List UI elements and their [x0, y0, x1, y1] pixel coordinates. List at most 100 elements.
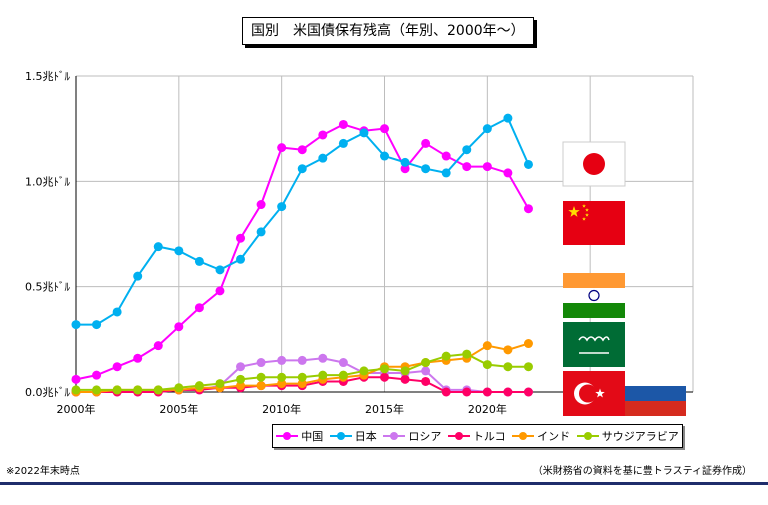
- data-point: [92, 320, 102, 330]
- flag-stripe: [625, 371, 686, 386]
- data-point: [236, 362, 246, 372]
- flag-stripe: [563, 288, 625, 303]
- flag-stripe: [563, 273, 625, 288]
- data-point: [503, 362, 513, 372]
- chart-title: 国別 米国債保有残高（年別、2000年～）: [242, 17, 534, 45]
- flag-star: [582, 204, 586, 208]
- data-point: [153, 385, 163, 395]
- legend-item: インド: [512, 428, 570, 444]
- legend-item: 中国: [276, 428, 323, 444]
- flag-emblem: [583, 153, 605, 175]
- data-point: [92, 385, 102, 395]
- legend-marker: [447, 431, 470, 441]
- legend-label: ロシア: [408, 430, 442, 443]
- flag-star: [585, 208, 589, 212]
- flag-script: [578, 336, 610, 342]
- data-point: [174, 322, 184, 332]
- data-point: [174, 383, 184, 393]
- legend: 中国 日本 ロシア トルコ インド サウジアラビア: [272, 424, 683, 448]
- data-point: [256, 372, 266, 382]
- data-point: [503, 168, 513, 178]
- data-point: [194, 256, 204, 266]
- data-point: [462, 145, 472, 155]
- flag-emblem: [588, 289, 600, 302]
- data-point: [400, 157, 410, 167]
- data-point: [297, 355, 307, 365]
- data-point: [523, 339, 533, 349]
- data-point: [359, 366, 369, 376]
- data-point: [400, 366, 410, 376]
- japan-flag-icon: [562, 141, 626, 187]
- data-point: [112, 307, 122, 317]
- flag-star: [585, 213, 589, 217]
- legend-item: ロシア: [383, 428, 441, 444]
- data-point: [153, 341, 163, 351]
- legend-marker: [576, 431, 599, 441]
- data-point: [236, 254, 246, 264]
- y-tick-label: 1.0兆ﾄﾞﾙ: [25, 175, 70, 188]
- data-point: [277, 372, 287, 382]
- data-point: [194, 381, 204, 391]
- flag-crescent-cut: [579, 384, 597, 403]
- data-point: [421, 358, 431, 368]
- y-tick-label: 0.0兆ﾄﾞﾙ: [25, 386, 70, 399]
- data-point: [421, 138, 431, 148]
- series-line: [75, 123, 530, 381]
- legend-marker: [329, 431, 352, 441]
- data-point: [297, 379, 307, 389]
- legend-label: トルコ: [472, 430, 506, 443]
- saudi-arabia-flag-icon: [563, 322, 625, 367]
- data-point: [421, 164, 431, 174]
- data-point: [380, 372, 389, 382]
- data-point: [297, 164, 307, 174]
- data-point: [92, 370, 102, 380]
- data-point: [277, 355, 287, 365]
- data-point: [523, 159, 533, 169]
- series-中国: [71, 119, 533, 384]
- data-point: [215, 379, 225, 389]
- data-point: [380, 124, 389, 134]
- data-point: [338, 370, 348, 380]
- bottom-rule: [0, 482, 768, 485]
- data-point: [421, 366, 431, 376]
- china-flag-icon: [563, 201, 625, 245]
- legend-marker: [276, 431, 299, 441]
- russia-flag-icon: [625, 371, 686, 416]
- data-point: [441, 168, 451, 178]
- data-point: [441, 387, 451, 397]
- data-point: [256, 200, 266, 210]
- x-tick-label: 2005年: [159, 402, 198, 416]
- flag-stripe: [625, 386, 686, 401]
- data-point: [112, 362, 122, 372]
- x-tick-label: 2010年: [262, 402, 301, 416]
- data-point: [133, 385, 143, 395]
- data-point: [482, 360, 492, 370]
- data-point: [236, 381, 246, 391]
- data-point: [359, 128, 369, 138]
- data-point: [215, 286, 225, 296]
- data-point: [421, 376, 431, 386]
- data-point: [400, 164, 410, 174]
- data-point: [71, 320, 81, 330]
- data-point: [215, 265, 225, 275]
- data-point: [256, 227, 266, 237]
- turkey-flag-icon: [563, 371, 625, 416]
- legend-item: トルコ: [447, 428, 506, 444]
- data-point: [400, 374, 410, 384]
- data-point: [338, 119, 348, 129]
- data-point: [133, 271, 143, 281]
- data-point: [112, 385, 122, 395]
- india-flag-icon: [563, 273, 625, 318]
- legend-marker: [512, 431, 535, 441]
- flag-field: [563, 201, 625, 245]
- data-point: [503, 387, 513, 397]
- x-tick-label: 2015年: [365, 402, 404, 416]
- data-point: [441, 151, 451, 161]
- data-point: [462, 162, 472, 172]
- series-lines: [71, 113, 533, 397]
- x-tick-label: 2000年: [57, 402, 96, 416]
- data-point: [482, 341, 492, 351]
- data-point: [236, 233, 246, 243]
- data-point: [462, 387, 472, 397]
